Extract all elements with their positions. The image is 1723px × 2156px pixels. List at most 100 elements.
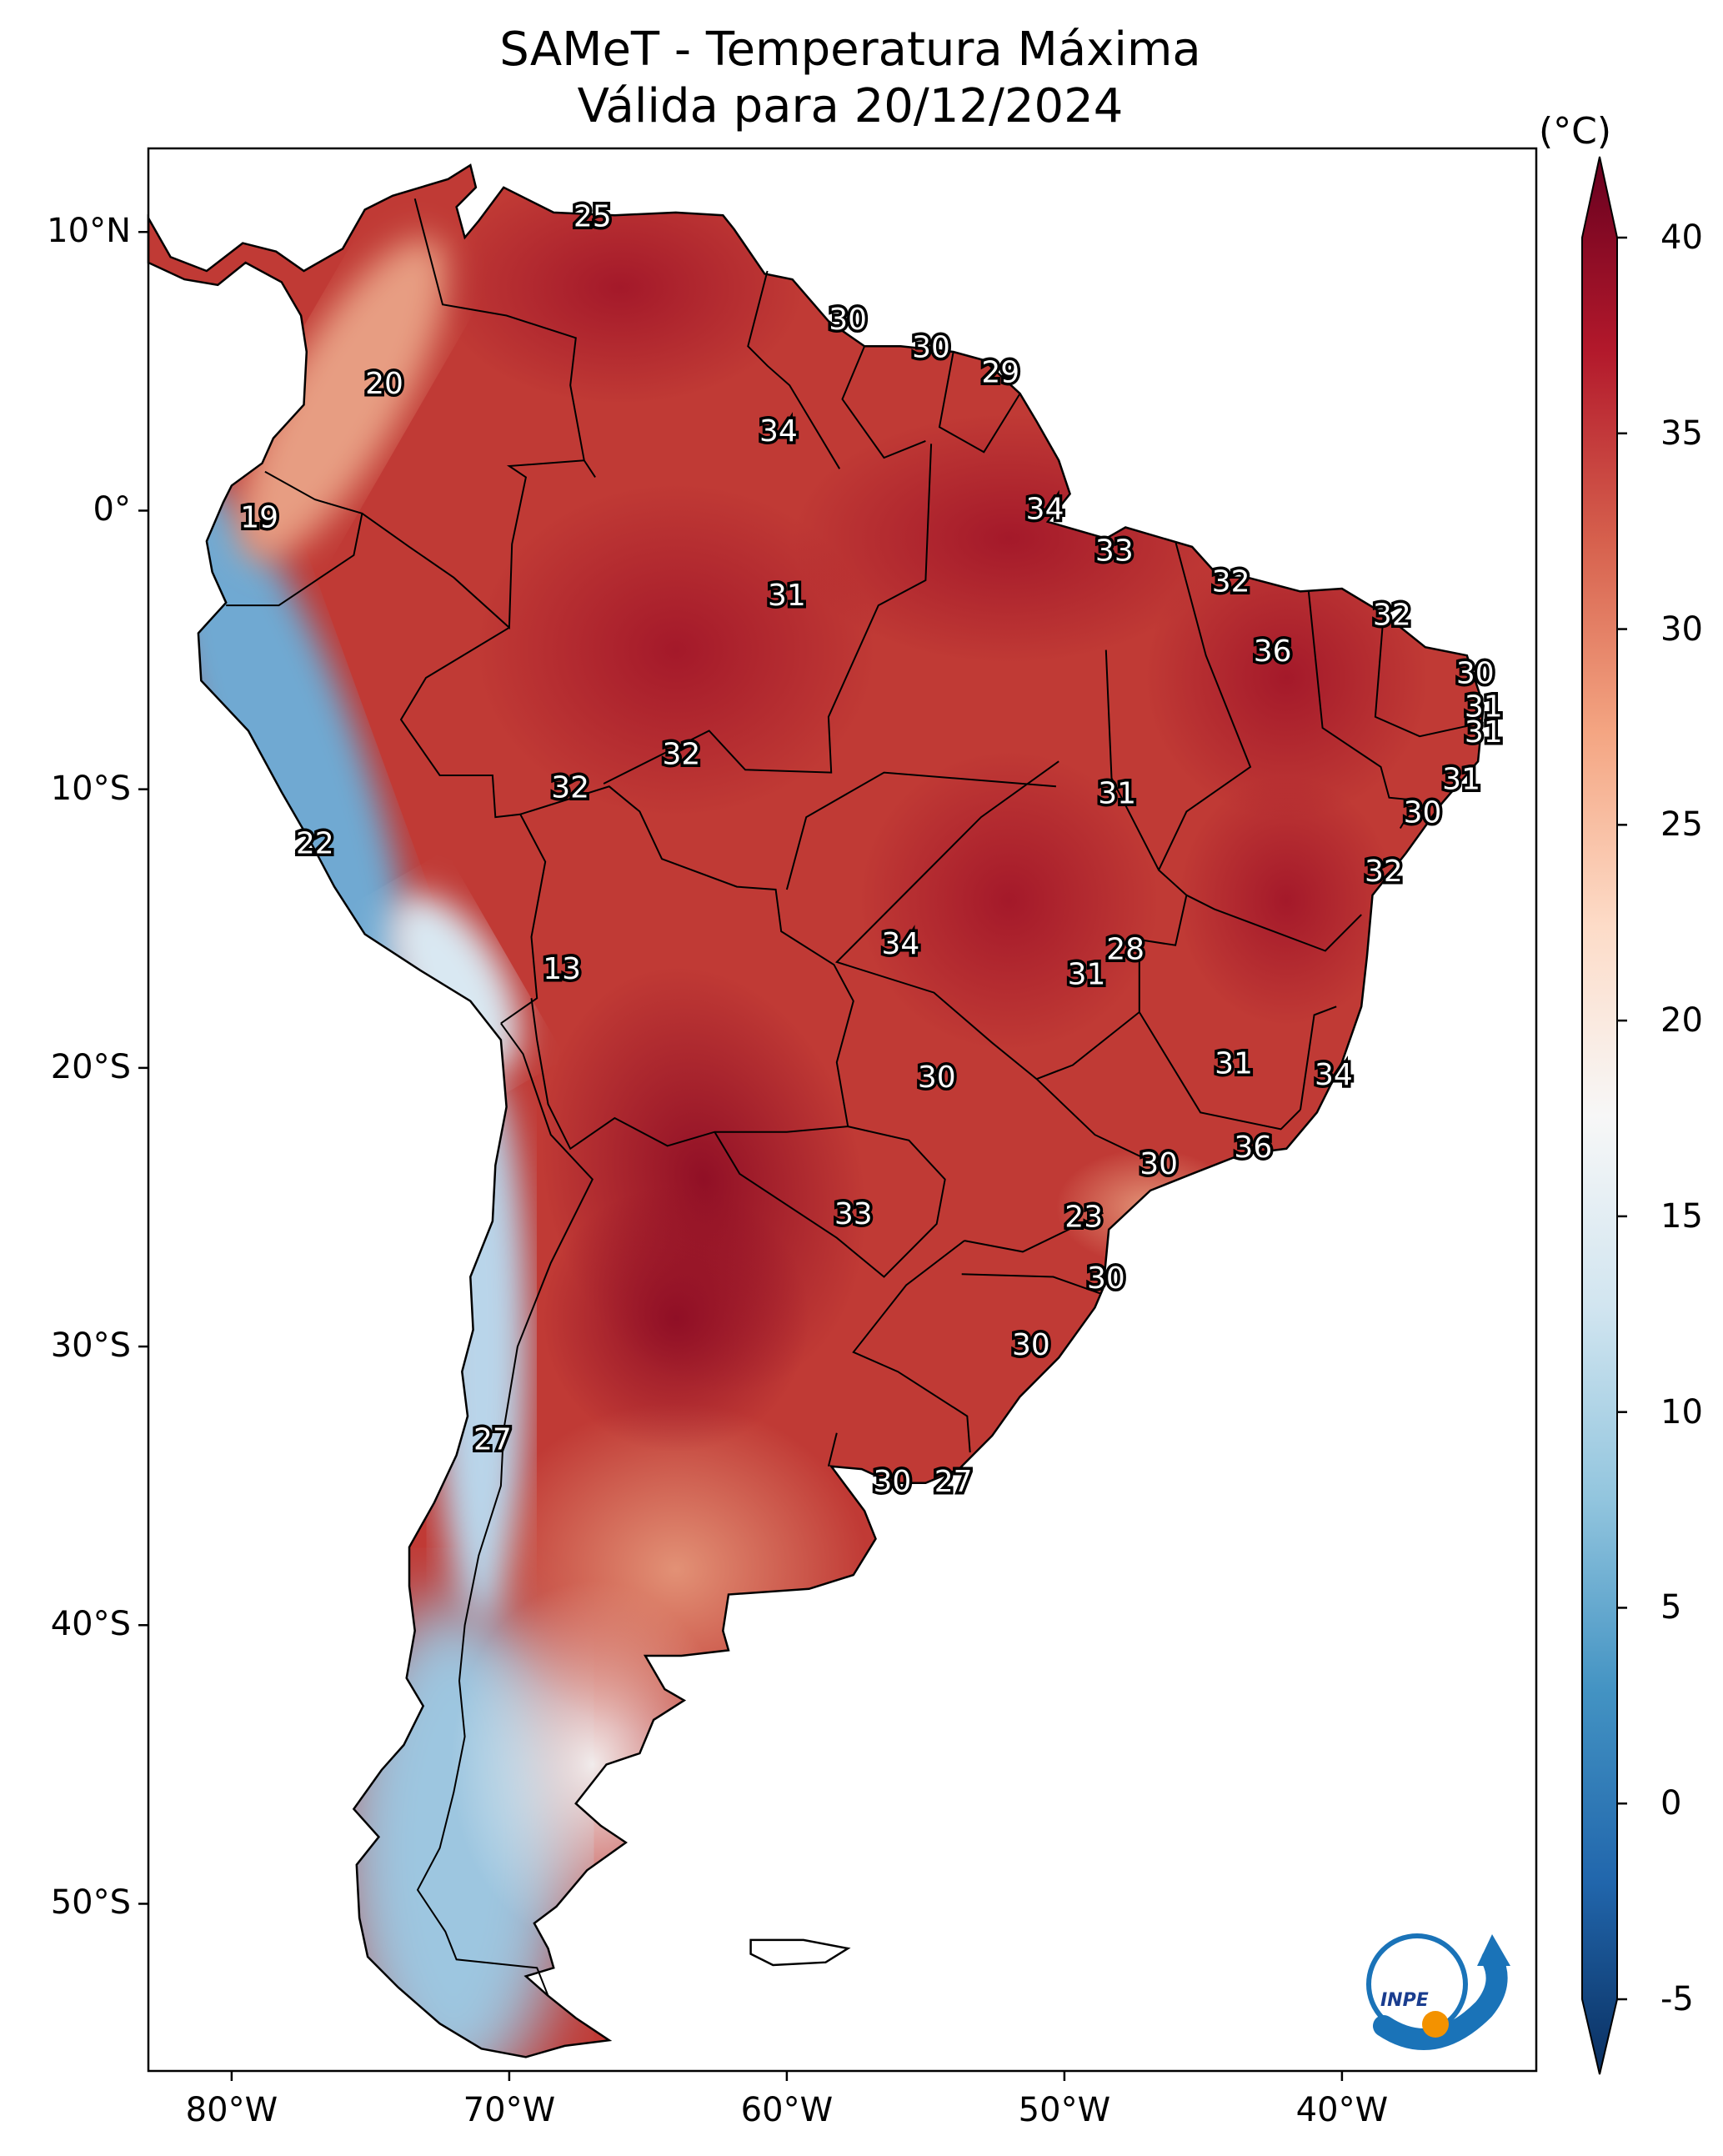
border-line: [1036, 1011, 1140, 1081]
temperature-label: 19: [240, 500, 278, 534]
temperature-blob: [475, 483, 876, 817]
border-line: [361, 459, 584, 629]
border-line: [1158, 540, 1252, 871]
temperature-label: 30: [1404, 796, 1442, 830]
lon-tick-label: 50°W: [1018, 2091, 1111, 2129]
temperature-label: 34: [1026, 492, 1064, 526]
temperature-label: 34: [759, 414, 798, 449]
temperature-label: 30: [829, 303, 867, 337]
lat-tick-label: 40°S: [50, 1605, 131, 1644]
inpe-logo: INPE: [1366, 1933, 1510, 2050]
border-line: [226, 470, 363, 607]
temperature-label: 25: [573, 200, 612, 234]
border-line: [747, 270, 841, 469]
border-line: [785, 771, 1056, 890]
colorbar-tick-label: 25: [1660, 805, 1703, 845]
temperature-label: 30: [918, 1060, 956, 1095]
border-line: [1374, 614, 1484, 738]
colorbar-tick-label: 15: [1660, 1196, 1703, 1236]
colorbar-tick-label: 30: [1660, 609, 1703, 649]
temperature-blob: [1144, 535, 1429, 820]
border-line: [1307, 591, 1419, 830]
border-line: [714, 1126, 946, 1278]
temperature-label: 30: [874, 1465, 912, 1499]
border-line: [1104, 649, 1301, 1131]
border-line: [603, 444, 933, 785]
map-title: SAMeT - Temperatura Máxima: [499, 23, 1201, 77]
temperature-label: 33: [1095, 534, 1134, 569]
map-subtitle: Válida para 20/12/2024: [577, 79, 1124, 133]
temperature-label: 27: [473, 1423, 512, 1457]
temperature-label: 31: [1465, 690, 1503, 725]
lon-tick-label: 70°W: [463, 2091, 556, 2129]
border-line: [1185, 894, 1362, 952]
border-line: [834, 760, 1149, 1161]
temperature-label: 32: [1212, 564, 1250, 599]
coastline: [147, 163, 1485, 2058]
temperature-label: 32: [551, 771, 589, 805]
temperature-blob: [859, 750, 1160, 1051]
temperature-label: 32: [1365, 855, 1403, 889]
falkland-islands: [749, 1938, 851, 1967]
lat-tick-label: 10°N: [47, 212, 131, 251]
temperature-label: 31: [1442, 763, 1480, 797]
temperature-blob: [238, 238, 448, 561]
temperature-label: 29: [981, 356, 1019, 390]
border-line: [938, 351, 1021, 454]
lat-tick-label: 0°: [93, 490, 131, 529]
temperature-label: 36: [1234, 1131, 1272, 1165]
temperature-label: 30: [1087, 1261, 1125, 1296]
temperature-label: 30: [1012, 1328, 1050, 1362]
temperature-label: 34: [882, 927, 920, 961]
colorbar: [1581, 156, 1627, 2075]
temperature-blob: [163, 478, 412, 1045]
temperature-label: 27: [934, 1465, 973, 1499]
border-line: [961, 1273, 1101, 1295]
temperature-label: 30: [1139, 1147, 1178, 1181]
temperature-label: 31: [1465, 715, 1503, 750]
temperature-label: 30: [912, 331, 950, 365]
colorbar-tick-label: 40: [1660, 218, 1703, 257]
temperature-label: 36: [1254, 634, 1292, 669]
lat-tick-label: 10°S: [50, 769, 131, 808]
border-line: [852, 1240, 971, 1453]
temperature-label: 32: [662, 738, 700, 772]
temperature-label: 31: [768, 579, 806, 613]
border-line: [1300, 1005, 1337, 1111]
temperature-blob: [542, 1185, 809, 1452]
temperature-label: 23: [1064, 1200, 1103, 1234]
temperature-label: 31: [1068, 958, 1106, 992]
colorbar-tick-label: 0: [1660, 1784, 1682, 1823]
lat-tick-label: 30°S: [50, 1326, 131, 1366]
colorbar-tick-label: 10: [1660, 1392, 1703, 1431]
colorbar-tick-label: 20: [1660, 1001, 1703, 1040]
border-line: [841, 345, 926, 459]
colorbar-unit: (°C): [1539, 110, 1612, 153]
colorbar-tick-label: 35: [1660, 414, 1703, 453]
border-line: [827, 1432, 838, 1467]
temperature-label: 31: [1215, 1047, 1253, 1081]
temperature-label: 28: [1106, 933, 1144, 967]
temperature-label: 31: [1098, 776, 1136, 810]
colorbar-tick-label: 5: [1660, 1588, 1682, 1627]
border-line: [399, 626, 547, 1025]
border-line: [964, 1211, 1104, 1253]
temperature-blob: [437, 171, 804, 405]
temperature-label: 22: [296, 827, 334, 861]
falkland-island: [749, 1938, 851, 1967]
border-line: [519, 785, 854, 1151]
temperature-label: 32: [1373, 598, 1411, 632]
temperature-blob: [1178, 775, 1395, 1026]
border-line: [416, 1022, 594, 1997]
lat-tick-label: 20°S: [50, 1047, 131, 1086]
temperature-label: 13: [543, 952, 581, 986]
lon-tick-label: 40°W: [1295, 2091, 1389, 2129]
temperature-label: 34: [1315, 1058, 1353, 1092]
temperature-label: 30: [1456, 657, 1495, 691]
temperature-label: 33: [834, 1197, 873, 1231]
colorbar-tick-label: -5: [1660, 1980, 1694, 2018]
country-state-borders: [226, 198, 1484, 1997]
lon-tick-label: 80°W: [185, 2091, 278, 2129]
